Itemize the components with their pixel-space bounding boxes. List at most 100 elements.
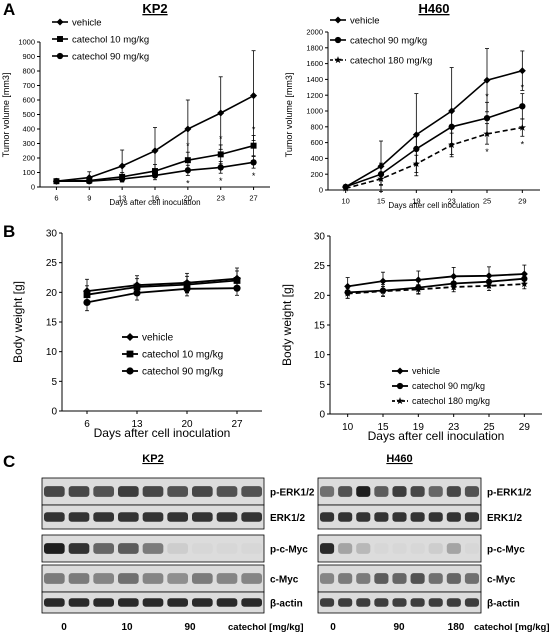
- y-tick-label: 0: [31, 183, 35, 192]
- blot-band: [167, 512, 188, 522]
- x-tick-label: 29: [519, 422, 531, 433]
- blot-band: [320, 512, 335, 522]
- legend: vehicle catechol 90 mg/kg catechol 180 mg/…: [330, 15, 432, 66]
- protein-label: ERK1/2: [487, 513, 522, 524]
- blot-band: [44, 486, 65, 497]
- blot-band: [374, 573, 389, 584]
- x-tick-label: 20: [181, 419, 193, 430]
- panel-letter-b: B: [3, 222, 16, 241]
- legend-label: catechol 90 mg/kg: [412, 381, 485, 391]
- blot-band: [374, 512, 389, 522]
- blot-band: [446, 573, 461, 584]
- blot-band: [118, 486, 139, 497]
- series-line: [345, 69, 523, 188]
- y-tick-label: 20: [314, 291, 326, 302]
- data-point: [184, 125, 192, 133]
- y-tick-label: 15: [314, 321, 326, 332]
- y-axis-label: Tumor volume [mm3]: [284, 73, 294, 158]
- x-tick-label: 13: [131, 419, 143, 430]
- series-line: [86, 279, 238, 296]
- blot-band: [464, 486, 479, 497]
- blot-band: [374, 486, 389, 497]
- series-3: [344, 278, 528, 299]
- data-point: [151, 147, 159, 155]
- x-tick-label: 9: [87, 194, 91, 203]
- blot-band: [118, 598, 139, 607]
- blot-band: [192, 543, 213, 554]
- data-point: [377, 175, 385, 183]
- blot-band: [167, 573, 188, 584]
- data-point: [519, 103, 526, 110]
- y-axis-label: Body weight [g]: [11, 281, 25, 363]
- blot-band: [392, 512, 407, 522]
- x-tick-label: 6: [54, 194, 58, 203]
- y-tick-label: 10: [314, 350, 326, 361]
- legend: vehicle catechol 10 mg/kg catechol 90 mg/k…: [52, 17, 149, 62]
- blot-band: [446, 512, 461, 522]
- x-tick-label: 23: [448, 422, 460, 433]
- legend-label: catechol 10 mg/kg: [142, 350, 223, 361]
- series-line: [347, 283, 525, 295]
- blot-band: [446, 543, 461, 554]
- y-tick-label: 10: [46, 347, 58, 358]
- blot-band: [241, 543, 262, 554]
- blot-band: [192, 573, 213, 584]
- western-blot-1: KP2 p-ERK1/2 ERK1/2 p-c-Myc c-Myc β-actin 0 10 9…: [41, 453, 315, 633]
- blot-band: [320, 598, 335, 607]
- blot-band: [410, 598, 425, 607]
- significance-mark: *: [485, 147, 489, 157]
- y-tick-label: 5: [51, 377, 57, 388]
- blot-band: [446, 486, 461, 497]
- blot-band: [68, 598, 90, 607]
- y-tick-label: 200: [22, 154, 35, 163]
- data-point: [250, 92, 258, 100]
- blot-band: [118, 512, 139, 522]
- y-tick-label: 2000: [306, 28, 323, 37]
- blot-band: [167, 486, 188, 497]
- data-point: [83, 298, 91, 307]
- blot-band: [410, 543, 425, 554]
- y-tick-label: 30: [46, 229, 58, 240]
- x-tick-label: 27: [231, 419, 243, 430]
- data-point: [379, 287, 387, 295]
- y-tick-label: 1200: [306, 91, 323, 100]
- x-tick-label: 29: [518, 197, 526, 206]
- protein-label: p-c-Myc: [270, 545, 308, 556]
- data-point: [250, 159, 257, 166]
- x-tick-label: 25: [483, 197, 491, 206]
- blot-band: [356, 573, 371, 584]
- legend-marker: [57, 36, 63, 42]
- blot-band: [118, 543, 139, 554]
- x-axis-label: Days after cell inoculation: [109, 198, 200, 207]
- x-tick-label: 19: [413, 422, 425, 433]
- legend-marker: [56, 18, 64, 26]
- protein-label: ERK1/2: [270, 513, 305, 524]
- legend-label: catechol 90 mg/kg: [350, 35, 427, 46]
- blot-band: [192, 512, 213, 522]
- blot-band: [241, 512, 262, 522]
- legend-label: catechol 10 mg/kg: [72, 34, 149, 45]
- dose-axis-label: catechol [mg/kg]: [228, 622, 304, 633]
- protein-label: p-ERK1/2: [270, 488, 315, 499]
- blot-band: [142, 543, 164, 554]
- blot-band: [142, 512, 164, 522]
- x-tick-label: 13: [118, 194, 126, 203]
- series-3: [342, 118, 526, 192]
- western-blot-2: H460 p-ERK1/2 ERK1/2 p-c-Myc c-Myc β-actin 0 90…: [317, 453, 550, 633]
- blot-band: [93, 573, 114, 584]
- legend-label: vehicle: [350, 15, 380, 26]
- blot-band: [216, 486, 238, 497]
- legend-label: catechol 180 mg/kg: [412, 396, 490, 406]
- blot-band: [320, 486, 335, 497]
- data-point: [344, 289, 352, 297]
- data-point: [520, 280, 528, 288]
- dose-axis-label: catechol [mg/kg]: [474, 622, 550, 633]
- blot-band: [410, 512, 425, 522]
- y-tick-label: 900: [22, 52, 35, 61]
- x-tick-label: 10: [342, 422, 354, 433]
- blot-band: [392, 486, 407, 497]
- significance-mark: *: [521, 83, 525, 93]
- x-axis-label: Days after cell inoculation: [94, 426, 231, 440]
- y-tick-label: 1400: [306, 75, 323, 84]
